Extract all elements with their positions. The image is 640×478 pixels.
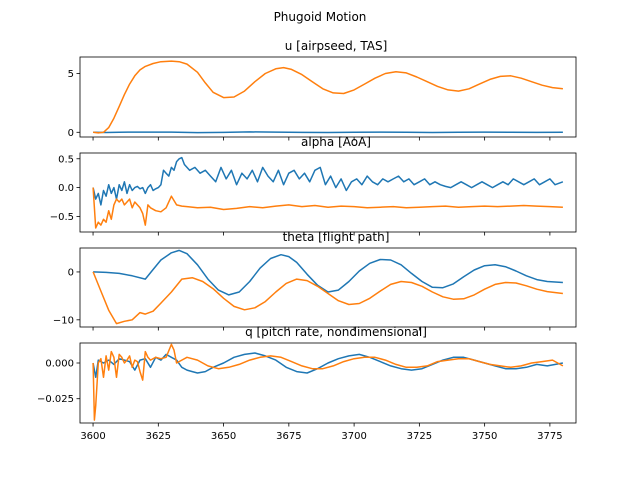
subplot-title: q [pitch rate, nondimensional] bbox=[245, 325, 427, 339]
subplot-title: theta [flight path] bbox=[283, 230, 390, 244]
y-tick-label: 0 bbox=[68, 128, 74, 139]
x-tick-label: 3650 bbox=[211, 431, 236, 442]
series-line-1 bbox=[93, 249, 563, 296]
series-line-1 bbox=[92, 156, 564, 206]
figure-title: Phugoid Motion bbox=[274, 10, 367, 24]
axes-frame bbox=[79, 152, 577, 233]
subplot-title: alpha [AoA] bbox=[301, 135, 371, 149]
x-tick-label: 3725 bbox=[407, 431, 432, 442]
x-tick-label: 3700 bbox=[341, 431, 366, 442]
subplot-3: 0 −10 theta [flight path] bbox=[53, 230, 577, 331]
axes-frame bbox=[79, 342, 577, 424]
y-tick-label: 0.000 bbox=[45, 359, 74, 370]
y-tick-label: 0.0 bbox=[58, 183, 74, 194]
x-tick-label: 3750 bbox=[472, 431, 497, 442]
series-line-2 bbox=[92, 271, 563, 325]
axes-frame bbox=[79, 56, 577, 138]
y-tick-label: −10 bbox=[53, 315, 74, 326]
series-line-2 bbox=[92, 343, 564, 421]
subplot-1: 0 5 u [airpseed, TAS] bbox=[68, 39, 577, 141]
x-tick-label: 3600 bbox=[80, 431, 105, 442]
x-tick-label: 3675 bbox=[276, 431, 301, 442]
axes-frame bbox=[79, 247, 577, 328]
subplot-title: u [airpseed, TAS] bbox=[285, 39, 388, 53]
y-tick-label: −0.5 bbox=[50, 212, 74, 223]
x-tick-label: 3625 bbox=[146, 431, 171, 442]
subplot-4: 0.000 −0.025 3600 3625 3650 3675 3700 3725 3750 3… bbox=[37, 325, 577, 442]
y-tick-label: −0.025 bbox=[37, 394, 74, 405]
y-tick-label: 0 bbox=[68, 267, 74, 278]
series-line-2 bbox=[92, 187, 563, 229]
y-tick-label: 5 bbox=[68, 69, 74, 80]
series-line-2 bbox=[93, 60, 563, 134]
y-tick-label: 0.5 bbox=[58, 154, 74, 165]
series-line-1 bbox=[93, 131, 563, 134]
subplot-2: 0.5 0.0 −0.5 alpha [AoA] bbox=[50, 135, 577, 236]
x-tick-label: 3775 bbox=[537, 431, 562, 442]
